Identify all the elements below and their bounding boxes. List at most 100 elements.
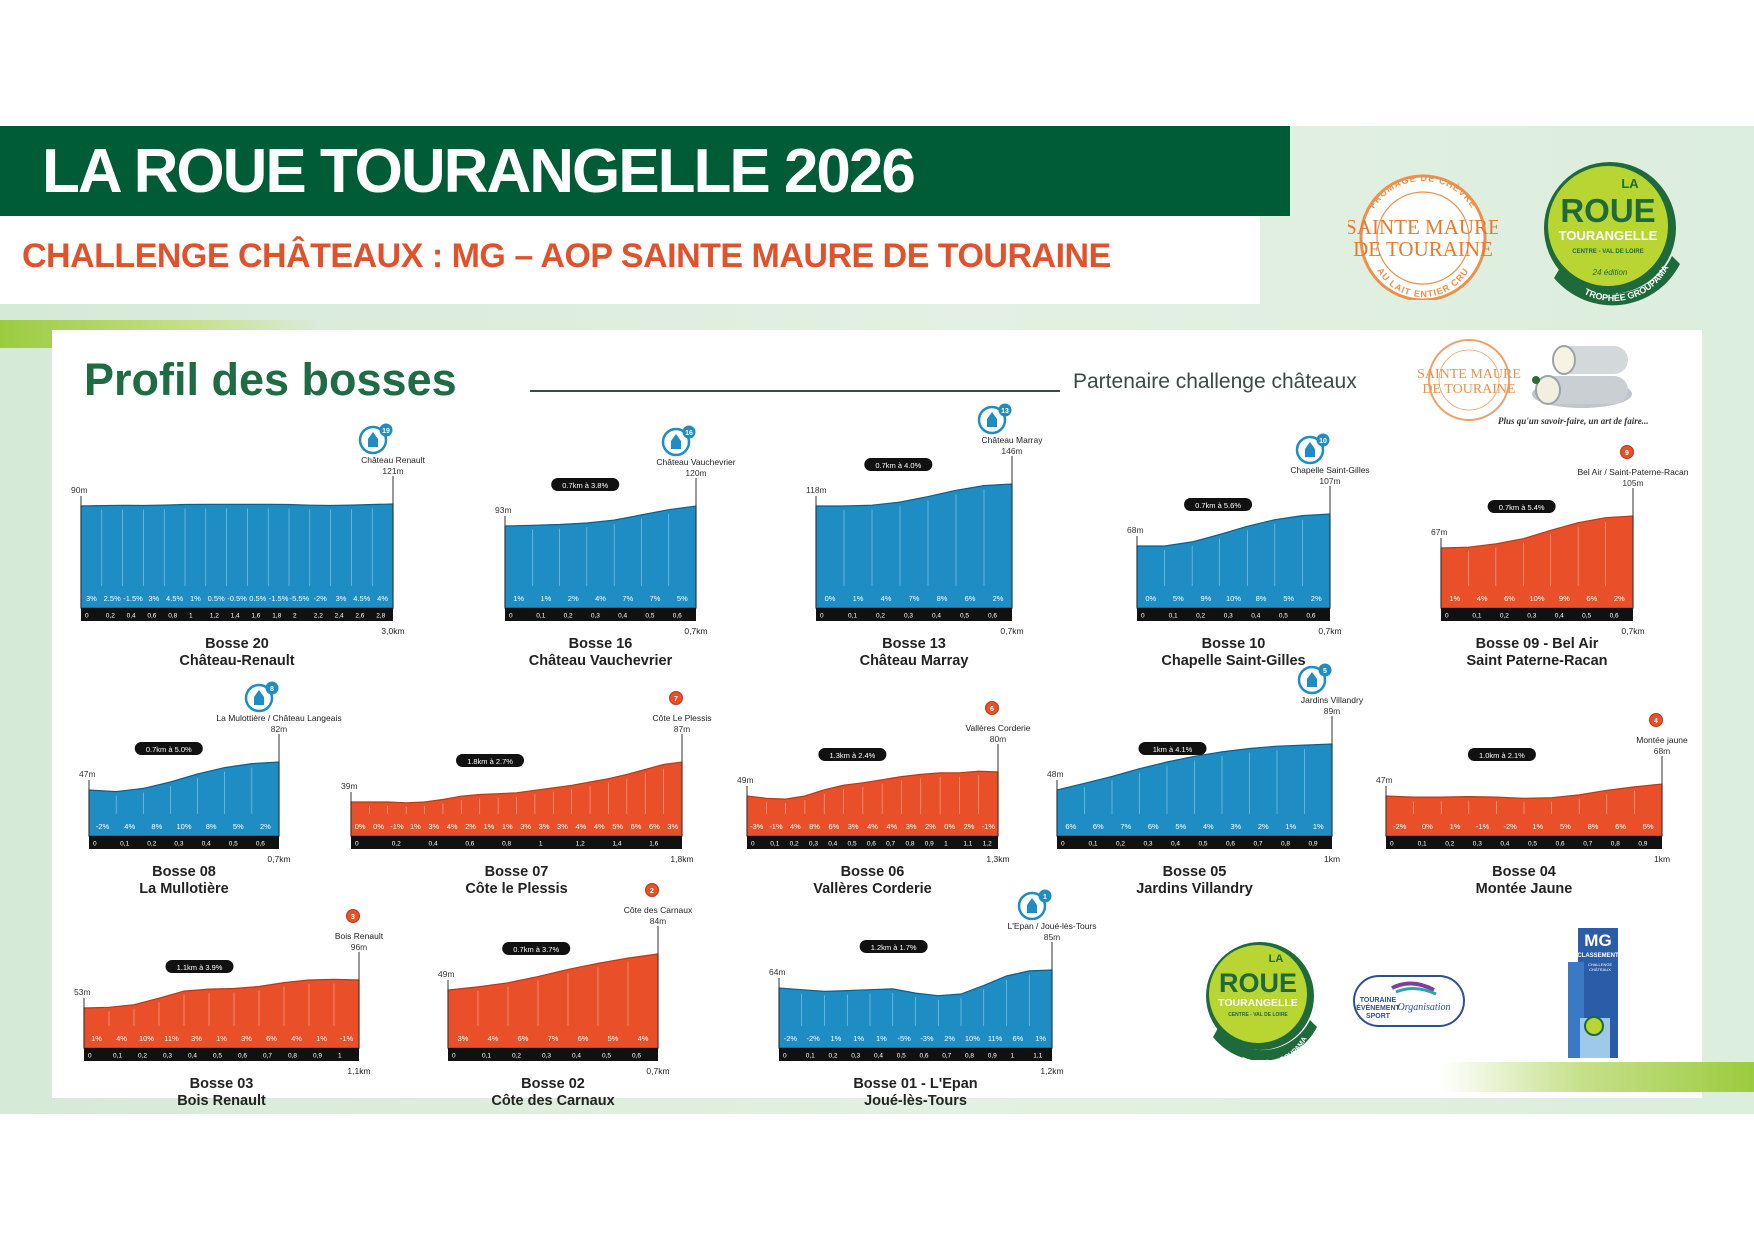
grade-label: -1.5% — [123, 594, 143, 603]
tick-label: 0,6 — [1610, 613, 1619, 620]
castle-shape-icon — [254, 690, 264, 705]
grade-label: 8% — [206, 822, 217, 831]
climb-place: Château Vauchevrier — [529, 653, 673, 669]
grade-label: 0% — [1422, 822, 1433, 831]
grade-label: 4.5% — [353, 594, 370, 603]
climb-name: Bosse 13 — [882, 636, 946, 652]
grade-label: -1% — [982, 822, 996, 831]
grade-label: 0% — [373, 822, 384, 831]
footer-roue-la: LA — [1269, 953, 1284, 965]
grade-label: 4% — [116, 1034, 127, 1043]
summit-name: Jardins Villandry — [1301, 695, 1364, 705]
climb-badge — [1467, 748, 1536, 761]
climb-name: Bosse 04 — [1492, 864, 1556, 880]
climb-place: Côte des Carnaux — [491, 1093, 614, 1109]
panel-title: Profil des bosses — [84, 354, 457, 405]
tick-label: 0,4 — [202, 841, 211, 848]
marker-number-badge — [265, 681, 279, 695]
grade-label: 7% — [1120, 822, 1131, 831]
tick-label: 0,4 — [429, 841, 438, 848]
grade-label: -2% — [806, 1034, 820, 1043]
grade-label: 5% — [608, 1034, 619, 1043]
grade-label: 8% — [937, 594, 948, 603]
grade-label: 1% — [483, 822, 494, 831]
grade-label: -3% — [920, 1034, 934, 1043]
climb-badge — [134, 742, 203, 755]
page-title: LA ROUE TOURANGELLE 2026 — [42, 137, 916, 206]
grade-label: 8% — [809, 822, 820, 831]
grade-label: 2% — [925, 822, 936, 831]
start-altitude: 53m — [74, 987, 91, 997]
end-altitude: 89m — [1324, 706, 1341, 716]
partner-sainte-maure-logo: SAINTE MAURE DE TOURAINE — [1417, 339, 1521, 421]
grade-label: 4% — [447, 822, 458, 831]
tick-label: 1 — [539, 841, 543, 848]
start-altitude: 49m — [438, 969, 455, 979]
distance-bar — [89, 836, 279, 849]
grade-label: 3% — [148, 594, 159, 603]
end-altitude: 121m — [382, 466, 403, 476]
tick-label: 2,2 — [314, 613, 323, 620]
tes-line1: TOURAINE — [1360, 997, 1397, 1004]
tick-label: 0,3 — [1144, 841, 1153, 848]
grade-label: 10% — [139, 1034, 154, 1043]
grade-label: 6% — [1615, 822, 1626, 831]
grade-label: 4% — [1477, 594, 1488, 603]
tick-label: 0,2 — [147, 841, 156, 848]
roue-region: CENTRE - VAL DE LOIRE — [1572, 249, 1643, 255]
climb-place: Château-Renault — [179, 653, 294, 669]
page-subtitle: CHALLENGE CHÂTEAUX : MG – AOP SAINTE MAU… — [22, 237, 1111, 275]
tick-label: 0,1 — [770, 841, 779, 848]
climb-place: Saint Paterne-Racan — [1466, 653, 1607, 669]
climb-badge-text: 1.1km à 3.9% — [177, 963, 223, 972]
grade-label: 3% — [848, 822, 859, 831]
grade-label: 5% — [1560, 822, 1571, 831]
distance-bar — [779, 1048, 1052, 1061]
partner-tagline: Plus qu'un savoir-faire, un art de faire… — [1498, 416, 1649, 426]
climb-badge — [456, 754, 525, 767]
marker-number-badge — [346, 909, 360, 923]
climb-badge — [1184, 498, 1253, 511]
tick-label: 0 — [1445, 613, 1449, 620]
summit-name: Vallères Corderie — [965, 723, 1030, 733]
grade-label: 0% — [825, 594, 836, 603]
end-altitude: 82m — [271, 724, 288, 734]
tick-label: 0,3 — [174, 841, 183, 848]
climb-place: Chapelle Saint-Gilles — [1161, 653, 1305, 669]
climb-name: Bosse 08 — [152, 864, 216, 880]
castle-shape-icon — [1027, 898, 1037, 913]
marker-number-badge — [645, 883, 659, 897]
tick-label: 0,4 — [1500, 841, 1509, 848]
grade-label: 1% — [876, 1034, 887, 1043]
tick-label: 0,6 — [147, 613, 156, 620]
marker-number-badge — [379, 423, 393, 437]
tick-label: 0,1 — [482, 1053, 491, 1060]
tick-label: 0,1 — [536, 613, 545, 620]
climb-name: Bosse 05 — [1163, 864, 1227, 880]
climb-badge-text: 0.7km à 5.0% — [146, 745, 192, 754]
tick-label: 0,2 — [392, 841, 401, 848]
grade-label: 4% — [291, 1034, 302, 1043]
grade-label: -2% — [1504, 822, 1518, 831]
tick-label: 0,9 — [1309, 841, 1318, 848]
grade-label: 7% — [548, 1034, 559, 1043]
tick-label: 0,9 — [988, 1053, 997, 1060]
subtitle-bar — [0, 216, 1260, 304]
tick-label: 0,5 — [1279, 613, 1288, 620]
grade-label: 6% — [828, 822, 839, 831]
grade-label: 3% — [191, 1034, 202, 1043]
climb-place: Joué-lès-Tours — [864, 1093, 967, 1109]
grade-label: 1% — [190, 594, 201, 603]
climb-name: Bosse 02 — [521, 1076, 585, 1092]
tick-label: 0,2 — [138, 1053, 147, 1060]
grade-label: 7% — [622, 594, 633, 603]
profile-area — [504, 505, 697, 609]
tick-label: 0 — [355, 841, 359, 848]
grade-label: 6% — [1093, 822, 1104, 831]
climb-badge-text: 1.0km à 2.1% — [1479, 751, 1525, 760]
marker-number: 3 — [351, 914, 355, 921]
tick-label: 0,4 — [932, 613, 941, 620]
end-altitude: 146m — [1001, 446, 1022, 456]
marker-number: 2 — [650, 888, 654, 895]
tick-label: 0,3 — [1224, 613, 1233, 620]
